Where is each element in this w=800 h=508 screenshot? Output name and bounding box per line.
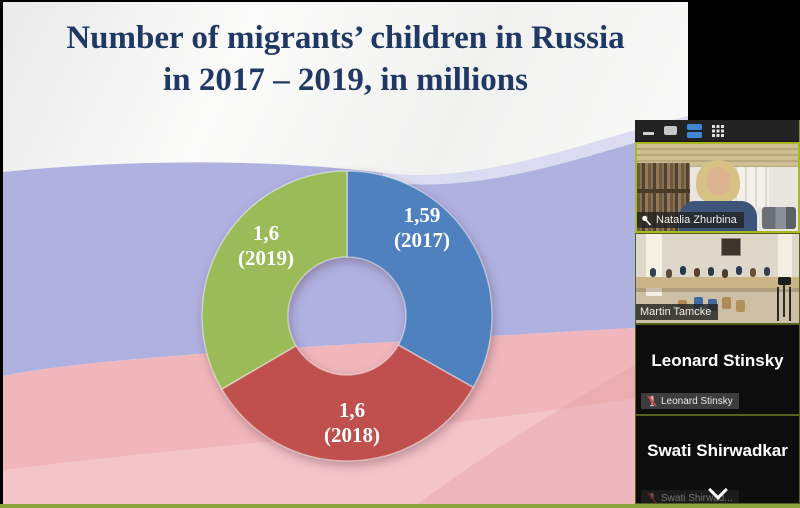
swati-name-tag: Swati Shirwad... [641, 490, 739, 503]
video-panel: Natalia Zhurbina Martin Tamcke Leonard S… [635, 120, 800, 504]
participant-tile-swati-shirwadkar[interactable]: Swati Shirwadkar Swati Shirwad... [635, 415, 800, 504]
donut-slice-2019 [201, 170, 348, 390]
slide-title-line2: in 2017 – 2019, in millions [163, 61, 528, 98]
pin-icon [642, 215, 652, 226]
filmstrip-view-icon[interactable] [687, 123, 702, 138]
slice-label-2019: 1,6 (2019) [238, 221, 294, 270]
leonard-display-name: Leonard Stinsky [651, 350, 784, 370]
video-panel-toolbar [635, 120, 799, 142]
slide-title: Number of migrants’ children in Russia i… [3, 18, 688, 102]
donut-chart: 1,59 (2017) 1,6 (2019) 1,6 (2018) [197, 166, 497, 466]
grid-view-icon[interactable] [712, 124, 724, 137]
participant-tile-leonard-stinsky[interactable]: Leonard Stinsky Leonard Stinsky [635, 324, 800, 415]
slice-label-2018: 1,6 (2018) [324, 398, 380, 447]
speaker-view-icon[interactable] [664, 126, 677, 135]
leonard-name-tag: Leonard Stinsky [641, 393, 739, 409]
donut-slice-2018 [220, 344, 474, 462]
bottom-edge-line [0, 504, 800, 508]
muted-mic-icon [647, 395, 657, 407]
presentation-slide: Number of migrants’ children in Russia i… [3, 2, 688, 504]
slice-label-2017: 1,59 (2017) [394, 203, 450, 252]
donut-slice-2017 [346, 170, 493, 389]
slide-title-line1: Number of migrants’ children in Russia [66, 20, 625, 56]
black-corner-region [688, 0, 800, 120]
natalia-name-tag: Natalia Zhurbina [637, 212, 744, 228]
martin-name-tag: Martin Tamcke [636, 304, 719, 320]
russian-flag-background [3, 116, 688, 504]
muted-mic-icon [647, 492, 657, 503]
minimize-icon[interactable] [643, 132, 654, 135]
participant-tile-natalia-zhurbina[interactable]: Natalia Zhurbina [635, 142, 800, 233]
swati-display-name: Swati Shirwadkar [647, 440, 788, 460]
participant-tile-martin-tamcke[interactable]: Martin Tamcke [635, 233, 800, 324]
